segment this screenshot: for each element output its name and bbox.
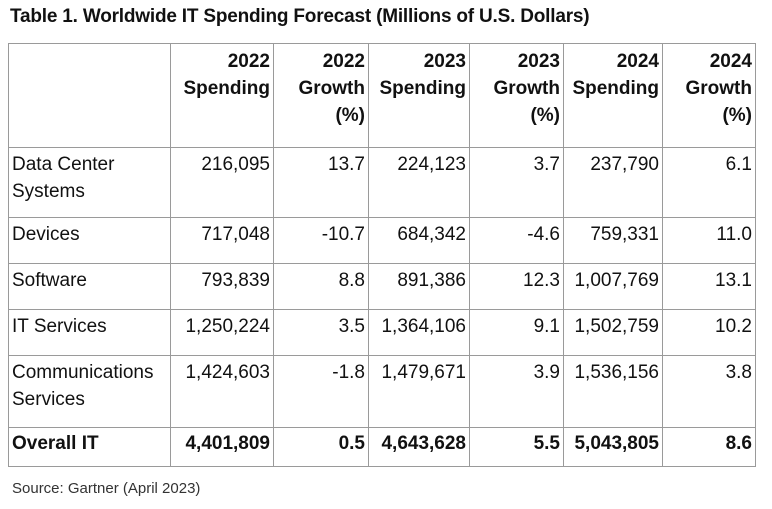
table-title: Table 1. Worldwide IT Spending Forecast … <box>10 6 590 27</box>
cell-2024-growth: 8.6 <box>662 427 756 467</box>
table-row-communications-services: Communications Services 1,424,603 -1.8 1… <box>8 355 756 428</box>
cell-2023-growth: 3.9 <box>469 355 564 428</box>
cell-2023-growth: -4.6 <box>469 217 564 264</box>
cell-2022-spending: 1,250,224 <box>170 309 274 356</box>
header-2022-growth: 2022 Growth (%) <box>273 43 369 148</box>
row-label: Overall IT <box>8 427 171 467</box>
header-line: Growth <box>493 78 561 99</box>
cell-2024-spending: 1,502,759 <box>563 309 663 356</box>
cell-2024-spending: 1,007,769 <box>563 263 663 310</box>
cell-2022-growth: 8.8 <box>273 263 369 310</box>
header-line: (%) <box>530 105 560 126</box>
header-2024-growth: 2024 Growth (%) <box>662 43 756 148</box>
cell-2023-spending: 224,123 <box>368 147 470 218</box>
header-2023-growth: 2023 Growth (%) <box>469 43 564 148</box>
cell-2024-spending: 5,043,805 <box>563 427 663 467</box>
row-label: Data Center Systems <box>8 147 171 218</box>
cell-2022-growth: -10.7 <box>273 217 369 264</box>
cell-2023-spending: 684,342 <box>368 217 470 264</box>
header-line: (%) <box>335 105 365 126</box>
cell-2023-growth: 5.5 <box>469 427 564 467</box>
cell-2022-spending: 4,401,809 <box>170 427 274 467</box>
header-line: 2024 <box>616 51 659 72</box>
cell-2023-growth: 12.3 <box>469 263 564 310</box>
cell-2024-spending: 1,536,156 <box>563 355 663 428</box>
cell-2022-spending: 717,048 <box>170 217 274 264</box>
cell-2022-spending: 216,095 <box>170 147 274 218</box>
row-label: Communications Services <box>8 355 171 428</box>
cell-2024-spending: 759,331 <box>563 217 663 264</box>
cell-2022-spending: 793,839 <box>170 263 274 310</box>
header-line: Spending <box>379 78 466 99</box>
table-row-it-services: IT Services 1,250,224 3.5 1,364,106 9.1 … <box>8 309 756 356</box>
source-note: Source: Gartner (April 2023) <box>12 480 201 497</box>
header-line: Spending <box>572 78 659 99</box>
header-line: 2022 <box>227 51 270 72</box>
header-line: 2023 <box>517 51 560 72</box>
header-label <box>8 43 171 148</box>
row-label: Software <box>8 263 171 310</box>
cell-2022-growth: 13.7 <box>273 147 369 218</box>
cell-2023-spending: 4,643,628 <box>368 427 470 467</box>
cell-2023-growth: 3.7 <box>469 147 564 218</box>
header-line: 2022 <box>322 51 365 72</box>
cell-2024-spending: 237,790 <box>563 147 663 218</box>
table-row-overall-it: Overall IT 4,401,809 0.5 4,643,628 5.5 5… <box>8 427 756 467</box>
cell-2023-spending: 1,479,671 <box>368 355 470 428</box>
header-line: 2024 <box>709 51 752 72</box>
header-2023-spending: 2023 Spending <box>368 43 470 148</box>
cell-2024-growth: 3.8 <box>662 355 756 428</box>
row-label: Devices <box>8 217 171 264</box>
table-row-devices: Devices 717,048 -10.7 684,342 -4.6 759,3… <box>8 217 756 264</box>
cell-2022-growth: 0.5 <box>273 427 369 467</box>
header-line: Growth <box>685 78 753 99</box>
cell-2024-growth: 11.0 <box>662 217 756 264</box>
table-row-data-center-systems: Data Center Systems 216,095 13.7 224,123… <box>8 147 756 218</box>
cell-2024-growth: 13.1 <box>662 263 756 310</box>
cell-2024-growth: 6.1 <box>662 147 756 218</box>
cell-2023-growth: 9.1 <box>469 309 564 356</box>
header-line: (%) <box>722 105 752 126</box>
header-line: 2023 <box>423 51 466 72</box>
cell-2023-spending: 891,386 <box>368 263 470 310</box>
it-spending-table: 2022 Spending 2022 Growth (%) 2023 Spend… <box>8 43 756 467</box>
table-row-software: Software 793,839 8.8 891,386 12.3 1,007,… <box>8 263 756 310</box>
header-2024-spending: 2024 Spending <box>563 43 663 148</box>
cell-2022-growth: -1.8 <box>273 355 369 428</box>
header-line: Growth <box>298 78 366 99</box>
header-line: Spending <box>183 78 270 99</box>
header-row: 2022 Spending 2022 Growth (%) 2023 Spend… <box>8 43 756 148</box>
row-label: IT Services <box>8 309 171 356</box>
header-2022-spending: 2022 Spending <box>170 43 274 148</box>
cell-2022-spending: 1,424,603 <box>170 355 274 428</box>
cell-2024-growth: 10.2 <box>662 309 756 356</box>
cell-2023-spending: 1,364,106 <box>368 309 470 356</box>
cell-2022-growth: 3.5 <box>273 309 369 356</box>
